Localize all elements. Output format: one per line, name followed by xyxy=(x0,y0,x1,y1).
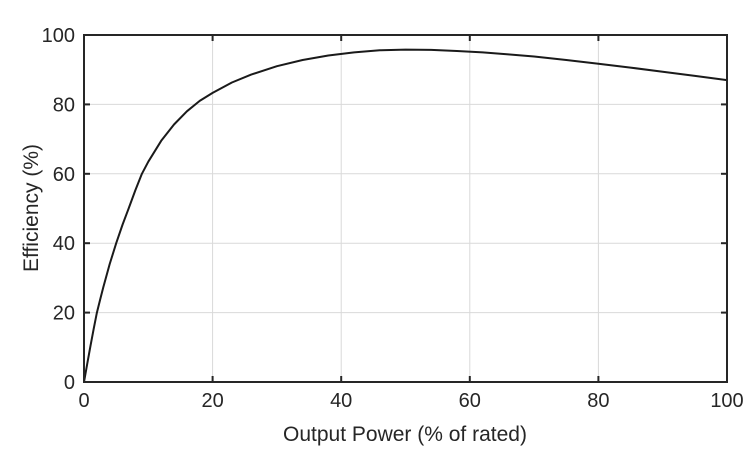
y-axis-label: Efficiency (%) xyxy=(20,144,43,272)
y-tick-label: 80 xyxy=(53,94,75,116)
y-tick-label: 20 xyxy=(53,303,75,325)
x-tick-label: 80 xyxy=(587,390,609,412)
x-tick-label: 60 xyxy=(459,390,481,412)
efficiency-curve xyxy=(83,48,728,383)
y-tick-label: 60 xyxy=(53,164,75,186)
x-tick-label: 0 xyxy=(78,390,89,412)
x-axis-label: Output Power (% of rated) xyxy=(283,423,527,446)
y-tick-label: 40 xyxy=(53,233,75,255)
y-tick-label: 0 xyxy=(64,372,75,394)
x-tick-label: 40 xyxy=(330,390,352,412)
plot-generated-layer: 0 20 40 60 80 100 0 20 40 60 80 100 xyxy=(42,25,744,412)
y-tick-label: 100 xyxy=(42,25,75,47)
plot-box xyxy=(83,34,728,383)
x-tick-label: 20 xyxy=(201,390,223,412)
x-tick-label: 100 xyxy=(710,390,743,412)
